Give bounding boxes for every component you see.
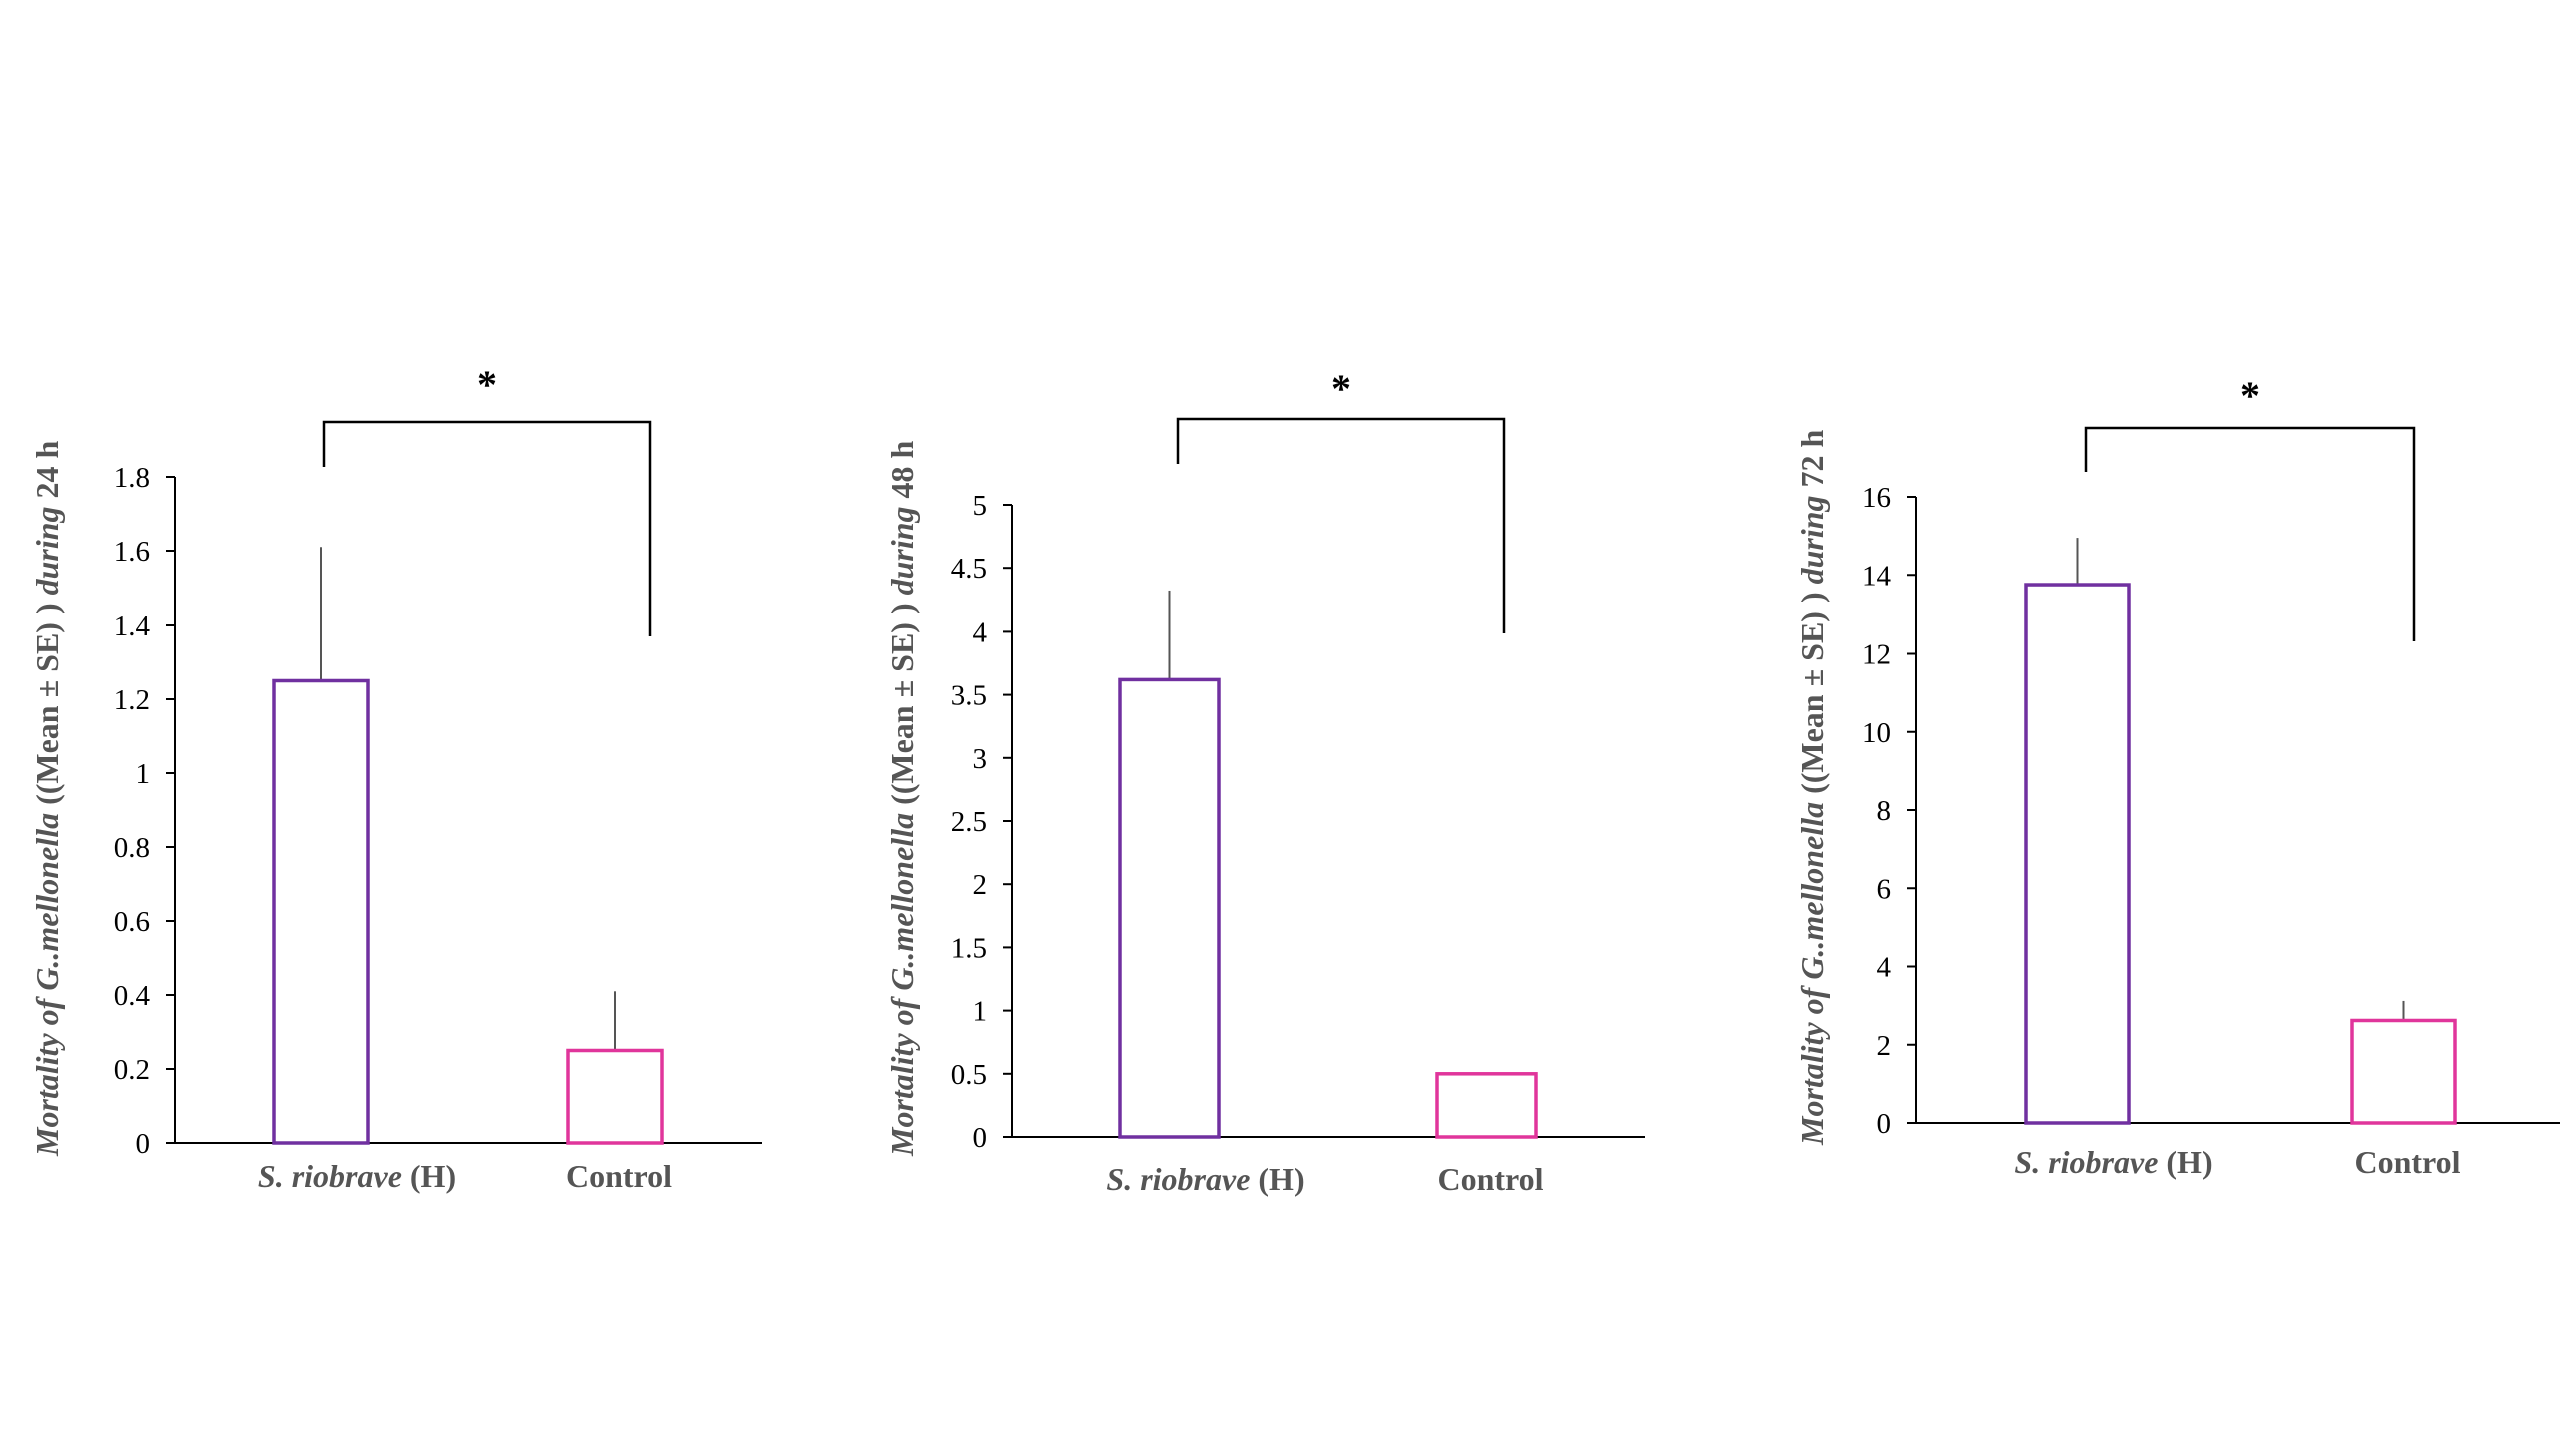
y-tick-label: 3.5 [951, 680, 987, 712]
chart-panel-3: 0 2 4 6 8 10 12 14 16 S. riobrave (H) Control * Mort… [1794, 373, 2560, 1180]
y-tick-label: 12 [1862, 639, 1891, 671]
bar-1 [1118, 677, 1221, 1139]
chart-panel-1: 0 0.2 0.4 0.6 0.8 1 1.2 1.4 1.6 1.8 S. riobrave (H… [29, 362, 762, 1194]
x-tick-label: S. riobrave (H) [2014, 1144, 2212, 1180]
y-tick-label: 0 [1877, 1108, 1892, 1140]
y-tick-label: 1.8 [114, 462, 150, 494]
y-tick-label: 2 [1877, 1030, 1892, 1062]
y-tick-label: 1 [136, 758, 151, 790]
significance-bracket [1176, 417, 1506, 633]
y-tick-label: 0 [136, 1128, 151, 1160]
bar-2 [2350, 1018, 2457, 1125]
bar-1 [2024, 583, 2131, 1125]
y-axis-label: Mortality of G..mellonella ((Mean ± SE) … [884, 440, 920, 1157]
y-tick-label: 4 [1877, 952, 1892, 984]
y-tick-label: 8 [1877, 795, 1892, 827]
significance-star: * [477, 362, 497, 407]
x-tick-label: S. riobrave (H) [258, 1158, 456, 1194]
y-tick-label: 0.8 [114, 832, 150, 864]
y-tick-label: 4 [973, 616, 988, 648]
significance-bracket [2084, 426, 2416, 641]
y-tick-label: 0.4 [114, 980, 151, 1012]
y-tick-label: 2 [973, 869, 988, 901]
y-tick-label: 0.2 [114, 1054, 150, 1086]
y-tick-label: 10 [1862, 717, 1891, 749]
y-tick-label: 6 [1877, 873, 1892, 905]
y-tick-label: 2.5 [951, 806, 987, 838]
significance-star: * [2240, 373, 2260, 418]
y-tick-label: 0.6 [114, 906, 150, 938]
x-tick-label: S. riobrave (H) [1106, 1161, 1304, 1197]
y-axis-label: Mortality of G..mellonella ((Mean ± SE) … [1794, 429, 1830, 1146]
x-tick-label: Control [566, 1158, 672, 1194]
y-tick-label: 0.5 [951, 1059, 987, 1091]
y-tick-label: 1 [973, 996, 988, 1028]
y-tick-label: 5 [973, 490, 988, 522]
significance-star: * [1331, 366, 1351, 411]
y-tick-label: 1.4 [114, 610, 151, 642]
y-tick-label: 0 [973, 1122, 988, 1154]
y-tick-label: 4.5 [951, 553, 987, 585]
y-tick-label: 1.6 [114, 536, 150, 568]
significance-bracket [322, 420, 652, 636]
y-tick-label: 14 [1862, 560, 1892, 592]
x-tick-label: Control [2354, 1144, 2460, 1180]
y-tick-label: 1.2 [114, 684, 150, 716]
chart-panel-2: 0 0.5 1 1.5 2 2.5 3 3.5 4 4.5 5 S. riobrave (H) Cont… [884, 366, 1645, 1197]
x-tick-label: Control [1437, 1161, 1543, 1197]
y-tick-label: 3 [973, 743, 988, 775]
y-axis-label: Mortality of G..mellonella ((Mean ± SE) … [29, 440, 65, 1157]
bar-2 [1435, 1072, 1538, 1139]
bar-1 [272, 678, 370, 1145]
y-tick-label: 1.5 [951, 932, 987, 964]
bar-2 [566, 1048, 664, 1145]
y-tick-label: 16 [1862, 482, 1891, 514]
